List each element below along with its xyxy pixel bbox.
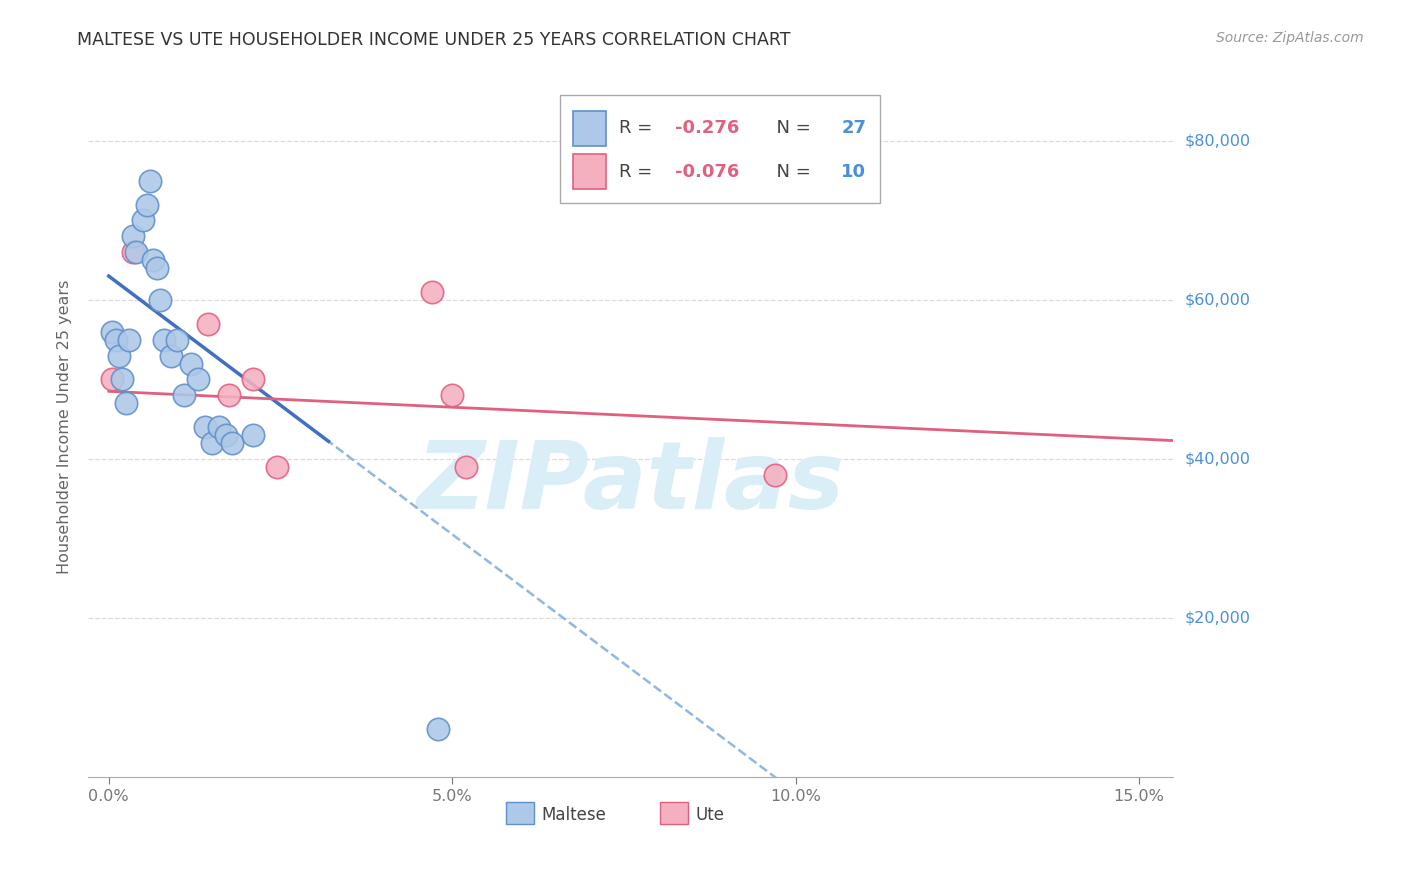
Point [242,428,264,442]
Text: $20,000: $20,000 [1184,610,1250,625]
Point [420,285,443,299]
Point [104,333,127,347]
Point [208,420,231,434]
Point [139,174,162,188]
FancyBboxPatch shape [506,802,534,824]
Point [427,722,450,736]
Point [166,333,188,347]
Point [218,388,240,402]
Point [142,253,165,268]
Point [221,436,243,450]
Text: Maltese: Maltese [541,806,606,824]
Point [121,245,143,260]
FancyBboxPatch shape [574,154,606,189]
Text: R =: R = [619,120,658,137]
Text: MALTESE VS UTE HOUSEHOLDER INCOME UNDER 25 YEARS CORRELATION CHART: MALTESE VS UTE HOUSEHOLDER INCOME UNDER … [77,31,790,49]
Text: $80,000: $80,000 [1184,134,1250,148]
Text: Source: ZipAtlas.com: Source: ZipAtlas.com [1216,31,1364,45]
Text: 10: 10 [841,163,866,181]
Y-axis label: Householder Income Under 25 years: Householder Income Under 25 years [58,280,72,574]
Point [201,436,224,450]
Text: N =: N = [765,120,817,137]
Point [180,357,202,371]
Point [159,349,181,363]
Text: ZIPatlas: ZIPatlas [416,437,845,529]
Text: R =: R = [619,163,658,181]
Point [454,459,477,474]
Text: Ute: Ute [696,806,725,824]
Point [441,388,464,402]
FancyBboxPatch shape [560,95,880,203]
Point [125,245,148,260]
Point [146,261,169,276]
Point [101,325,124,339]
Point [101,372,124,386]
Point [111,372,134,386]
Text: -0.076: -0.076 [675,163,740,181]
Point [152,333,174,347]
Text: $60,000: $60,000 [1184,293,1250,308]
Text: 27: 27 [841,120,866,137]
Point [242,372,264,386]
Point [118,333,141,347]
Point [135,197,157,211]
Point [149,293,172,307]
Point [108,349,131,363]
Point [763,467,786,482]
Point [132,213,155,227]
Point [214,428,236,442]
Point [187,372,209,386]
Point [266,459,288,474]
Point [121,229,143,244]
Point [173,388,195,402]
Text: -0.276: -0.276 [675,120,740,137]
FancyBboxPatch shape [659,802,689,824]
Point [115,396,138,410]
FancyBboxPatch shape [574,111,606,146]
Text: $40,000: $40,000 [1184,451,1250,467]
Point [194,420,217,434]
Point [197,317,219,331]
Text: N =: N = [765,163,817,181]
